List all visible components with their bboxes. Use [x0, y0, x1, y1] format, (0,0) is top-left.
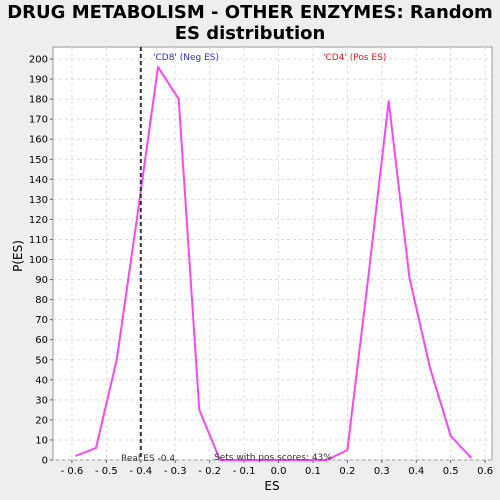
y-tick-label: 20 — [35, 415, 48, 426]
chart-title-line2: ES distribution — [175, 23, 326, 44]
x-tick-label: - 0.1 — [233, 466, 256, 477]
x-tick-label: 0.5 — [443, 466, 459, 477]
y-tick-label: 10 — [35, 435, 48, 446]
y-tick-label: 120 — [29, 215, 48, 226]
x-tick-label: 0.1 — [305, 466, 321, 477]
y-tick-label: 40 — [35, 375, 48, 386]
y-tick-label: 0 — [42, 456, 48, 467]
y-tick-label: 80 — [35, 295, 48, 306]
y-tick-label: 200 — [29, 55, 48, 66]
real-es-label: Real ES -0.4 — [121, 454, 175, 464]
y-tick-label: 180 — [29, 95, 48, 106]
neg-es-label: 'CD8' (Neg ES) — [153, 53, 219, 63]
grid-lines — [53, 47, 492, 461]
x-tick-label: 0.0 — [271, 466, 287, 477]
x-axis-ticks: - 0.6 - 0.5 - 0.4 - 0.3 - 0.2 - 0.1 0.0 0.1 0.2 0… — [61, 460, 493, 477]
y-tick-label: 110 — [29, 235, 48, 246]
y-tick-label: 150 — [29, 155, 48, 166]
y-axis-label: P(ES) — [11, 240, 25, 272]
y-tick-label: 140 — [29, 175, 48, 186]
y-tick-label: 190 — [29, 75, 48, 86]
y-tick-label: 100 — [29, 255, 48, 266]
y-tick-label: 170 — [29, 115, 48, 126]
x-axis-label: ES — [264, 479, 279, 493]
y-tick-label: 90 — [35, 275, 48, 286]
y-tick-label: 30 — [35, 395, 48, 406]
y-tick-label: 160 — [29, 135, 48, 146]
x-tick-label: - 0.3 — [164, 466, 187, 477]
x-tick-label: - 0.6 — [61, 466, 84, 477]
x-tick-label: 0.6 — [477, 466, 493, 477]
x-tick-label: 0.4 — [408, 466, 424, 477]
plot-area — [52, 46, 493, 461]
y-tick-label: 130 — [29, 195, 48, 206]
pos-scores-label: Sets with pos scores: 43% — [214, 453, 332, 463]
pos-es-label: 'CD4' (Pos ES) — [323, 53, 386, 63]
x-tick-label: 0.2 — [339, 466, 355, 477]
y-tick-label: 70 — [35, 315, 48, 326]
x-tick-label: - 0.2 — [198, 466, 221, 477]
y-tick-label: 50 — [35, 355, 48, 366]
y-axis-ticks: 0 10 20 30 40 50 60 70 80 90 100 110 120 130 140 150 160… — [29, 55, 53, 467]
x-tick-label: - 0.5 — [95, 466, 118, 477]
chart-title-line1: DRUG METABOLISM - OTHER ENZYMES: Random — [7, 2, 493, 23]
x-tick-label: - 0.4 — [129, 466, 152, 477]
x-tick-label: 0.3 — [374, 466, 390, 477]
y-tick-label: 60 — [35, 335, 48, 346]
